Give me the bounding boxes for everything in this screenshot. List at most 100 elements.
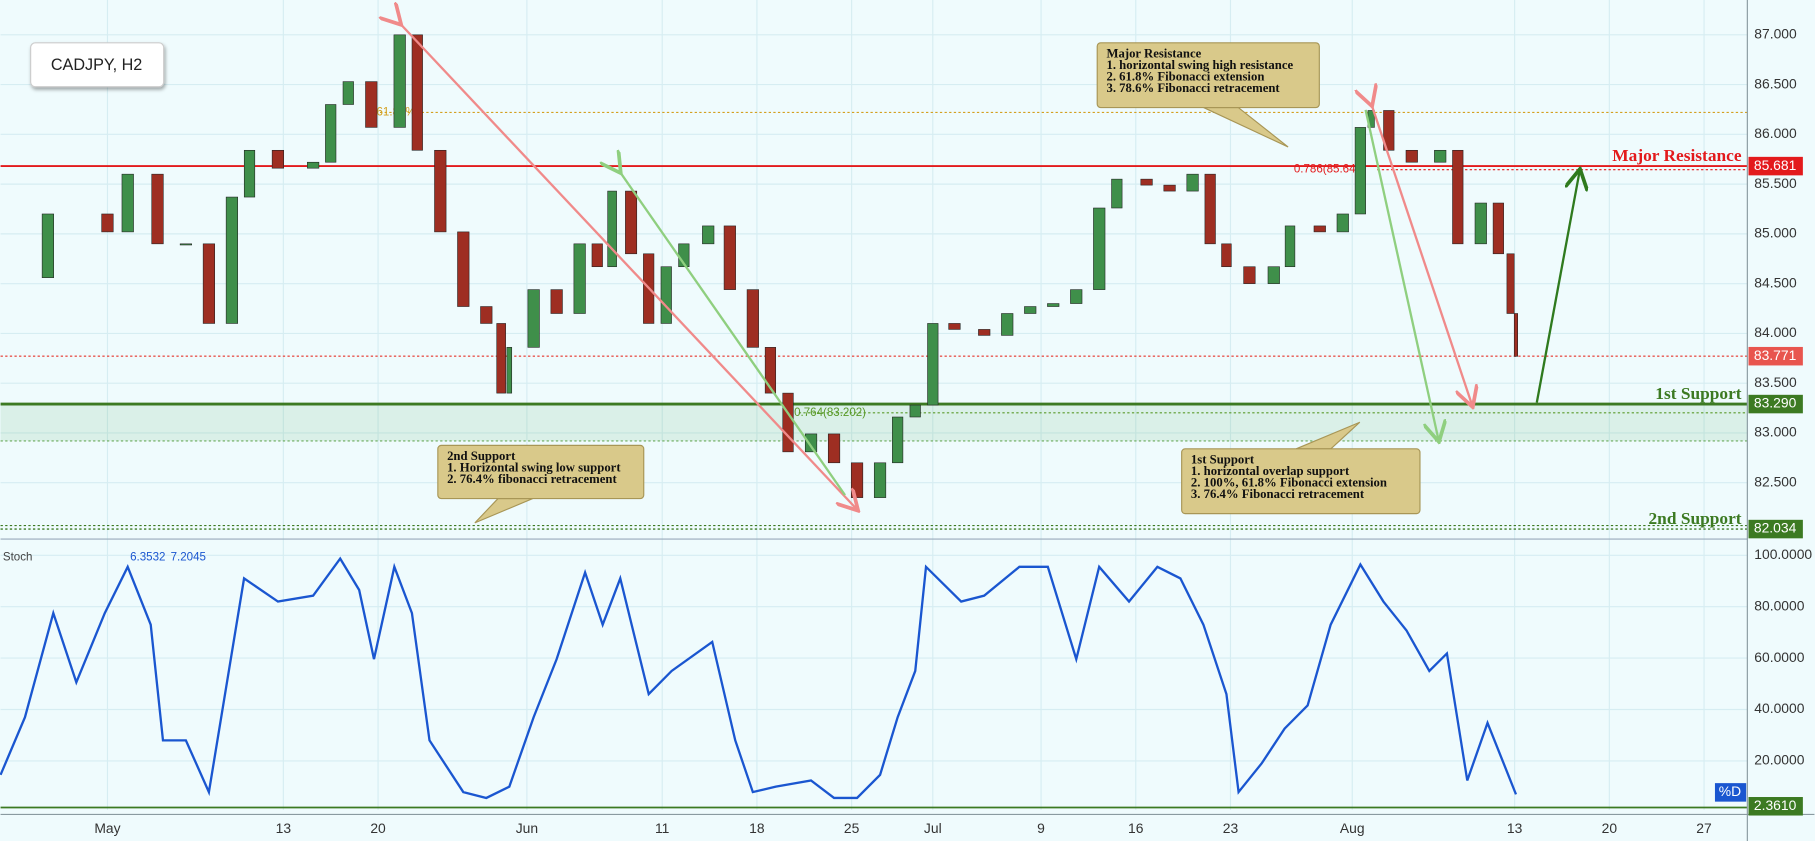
level-tag-label: 83.290 [1754, 395, 1797, 411]
y-tick-label: 87.000 [1754, 26, 1797, 42]
candle [457, 231, 470, 307]
candle [746, 289, 759, 348]
callout-title: 2nd Support [447, 449, 516, 463]
callout-line: 2. 61.8% Fibonacci extension [1106, 69, 1264, 83]
candle [1506, 253, 1515, 314]
candle [1452, 149, 1464, 245]
value-tag [1748, 797, 1803, 816]
stoch-line [0, 556, 1518, 800]
y-tick-label: 86.500 [1754, 75, 1797, 91]
indicator-value: 7.2045 [171, 552, 206, 564]
candle [892, 416, 904, 464]
candle [1434, 149, 1447, 163]
y-tick-label: 60.0000 [1754, 649, 1804, 665]
callout-line: 3. 78.6% Fibonacci retracement [1106, 81, 1280, 95]
candle [151, 173, 164, 245]
candle [1354, 127, 1366, 215]
arrow [1371, 104, 1472, 405]
candle [1093, 207, 1106, 290]
x-tick-label: Jun [516, 820, 538, 836]
callout-line: 1. horizontal overlap support [1191, 464, 1350, 478]
candle [342, 81, 354, 105]
callout-line: 3. 76.4% Fibonacci retracement [1191, 487, 1365, 501]
x-tick-label: 20 [1602, 820, 1618, 836]
y-tick-label: 82.500 [1754, 473, 1797, 489]
candle [1047, 303, 1060, 307]
candle [434, 149, 447, 233]
candle [1243, 266, 1256, 284]
arrow [619, 171, 846, 496]
candle [225, 196, 239, 324]
level-tag [1748, 519, 1803, 539]
candle [1140, 178, 1153, 186]
y-tick-label: 20.0000 [1754, 752, 1804, 768]
series-tag [1714, 783, 1747, 802]
candle [527, 289, 540, 348]
candle [1284, 225, 1296, 268]
candle [573, 243, 586, 314]
y-tick-label: 40.0000 [1754, 700, 1804, 716]
x-tick-label: 20 [370, 820, 386, 836]
callout-title: 1st Support [1191, 452, 1255, 466]
candle [978, 329, 991, 336]
candle [271, 149, 285, 169]
candle [496, 323, 506, 394]
candle [1267, 266, 1280, 284]
candle [909, 404, 921, 418]
candle [325, 104, 337, 163]
candle [850, 462, 864, 498]
indicator-value: 6.3532 [130, 552, 165, 564]
callout-line: 2. 76.4% fibonacci retracement [447, 472, 617, 486]
level-name: Major Resistance [1612, 146, 1742, 165]
level-tag-label: 85.681 [1754, 157, 1797, 173]
arrow [1535, 171, 1580, 403]
candle [101, 213, 114, 233]
x-tick-label: 18 [749, 820, 765, 836]
level-tag [1748, 394, 1803, 414]
arrow [400, 23, 857, 509]
callout-line: 1. horizontal swing high resistance [1106, 58, 1293, 72]
candle [550, 289, 563, 314]
x-tick-label: 27 [1696, 820, 1712, 836]
candle [243, 149, 256, 198]
x-tick-label: 13 [276, 820, 292, 836]
candle [1336, 213, 1349, 233]
x-tick-label: Aug [1340, 820, 1365, 836]
candle [1221, 243, 1232, 268]
y-tick-label: 85.500 [1754, 175, 1797, 191]
candle [1001, 313, 1014, 336]
y-tick-label: 84.500 [1754, 274, 1797, 290]
candle [607, 190, 617, 268]
candle [1070, 289, 1083, 304]
y-tick-label: 86.000 [1754, 125, 1797, 141]
x-tick-label: 23 [1223, 820, 1239, 836]
level-tag [1748, 346, 1803, 366]
candle [1111, 178, 1123, 209]
candle [804, 433, 818, 453]
callout-line: 2. 100%, 61.8% Fibonacci extension [1191, 475, 1387, 489]
series-tag-label: %D [1719, 783, 1741, 799]
x-tick-label: 11 [655, 820, 670, 836]
callout-box [1181, 448, 1421, 515]
level-name: 2nd Support [1649, 509, 1742, 528]
candle [1024, 306, 1037, 314]
value-tag-label: 2.3610 [1754, 797, 1797, 813]
y-tick-label: 80.0000 [1754, 597, 1804, 613]
x-tick-label: Jul [924, 820, 942, 836]
candle [702, 225, 715, 245]
x-tick-label: 9 [1037, 820, 1045, 836]
candle [1186, 173, 1199, 192]
arrow [1364, 109, 1439, 440]
candle [827, 433, 841, 464]
candle [202, 243, 216, 324]
level-tag [1748, 156, 1803, 176]
callout-box [1096, 42, 1320, 109]
y-tick-label: 83.000 [1754, 424, 1797, 440]
y-tick-label: 84.000 [1754, 324, 1797, 340]
indicator-title: Stoch [3, 552, 33, 564]
callout-box [437, 444, 645, 500]
